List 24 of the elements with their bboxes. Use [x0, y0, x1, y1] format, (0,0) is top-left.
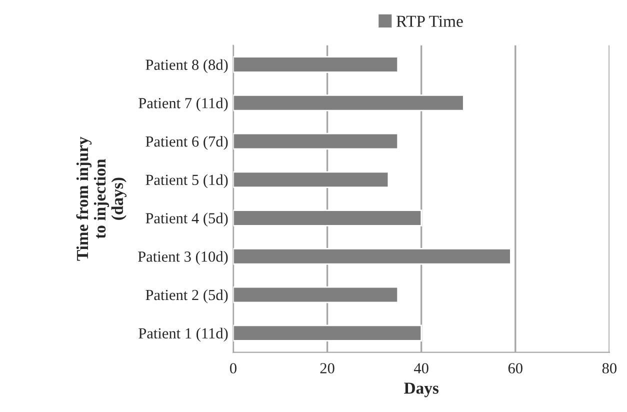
y-tick-label: Patient 1 (11d): [138, 328, 228, 342]
bar: [233, 324, 422, 342]
bar: [233, 248, 512, 265]
x-tick-label: 40: [414, 363, 428, 374]
y-tick-label: Patient 8 (8d): [146, 59, 228, 74]
y-tick-label: Patient 4 (5d): [146, 212, 228, 227]
bar: [233, 210, 422, 226]
x-tick-label: 80: [602, 363, 616, 374]
x-axis-title: Days: [404, 382, 439, 398]
y-tick-label: Patient 2 (5d): [146, 289, 228, 304]
x-tick-label: 0: [230, 363, 236, 374]
y-tick-label: Patient 6 (7d): [146, 136, 228, 150]
y-tick-label: Patient 7 (11d): [138, 98, 228, 112]
bar: [233, 56, 399, 73]
bar: [233, 94, 464, 112]
y-axis-title: Time from injury to injection (days): [76, 136, 126, 261]
bar: [233, 171, 390, 188]
legend-label: RTP Time: [396, 16, 463, 27]
x-tick-label: 60: [508, 363, 522, 374]
y-tick-label: Patient 3 (10d): [138, 251, 228, 265]
bar: [233, 286, 399, 304]
bar: [233, 132, 399, 150]
x-tick-label: 20: [320, 363, 334, 374]
y-tick-label: Patient 5 (1d): [146, 174, 228, 188]
